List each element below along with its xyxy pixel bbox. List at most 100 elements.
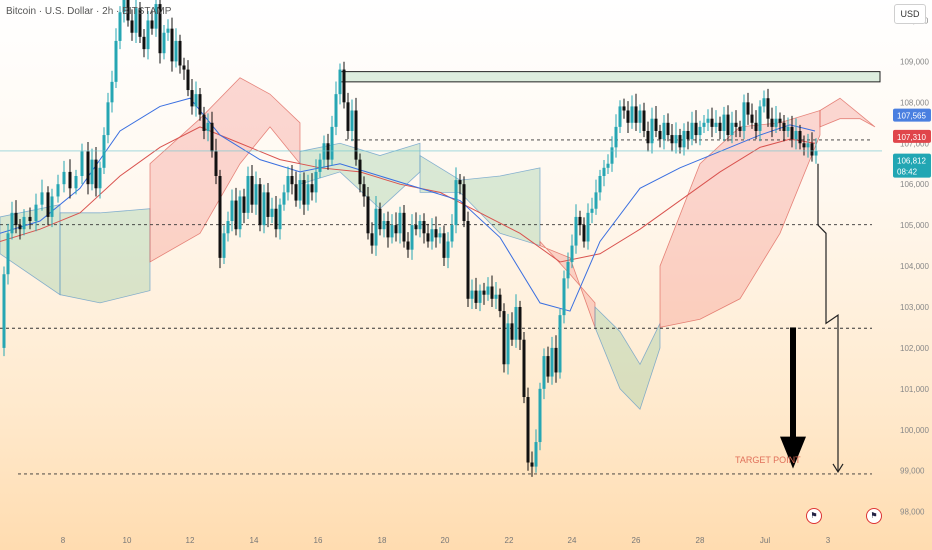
candle-body: [28, 216, 32, 222]
candle-body: [682, 130, 686, 148]
candle-body: [510, 323, 514, 340]
y-tick-label: 108,000: [900, 98, 929, 107]
y-tick-label: 105,000: [900, 221, 929, 230]
x-tick-label: 3: [826, 536, 831, 545]
candle-body: [270, 208, 274, 217]
candle-body: [130, 20, 134, 33]
candle-body: [282, 192, 286, 205]
candle-body: [142, 36, 146, 50]
candle-body: [398, 212, 402, 234]
target-arrow-head: [780, 436, 806, 469]
candle-body: [302, 180, 306, 205]
candle-body: [286, 176, 290, 193]
candle-body: [630, 106, 634, 123]
x-tick-label: 26: [632, 536, 641, 545]
candle-body: [138, 8, 142, 37]
candle-body: [562, 278, 566, 316]
candle-body: [238, 196, 242, 230]
candle-body: [782, 122, 786, 131]
candle-body: [118, 12, 122, 41]
y-tick-label: 101,000: [900, 385, 929, 394]
candle-body: [722, 114, 726, 131]
candle-body: [454, 180, 458, 226]
candle-body: [266, 192, 270, 217]
us-flag-icon[interactable]: ⚑: [866, 508, 882, 524]
x-tick-label: Jul: [760, 536, 770, 545]
candle-body: [50, 196, 54, 217]
candle-body: [438, 233, 442, 238]
candle-body: [694, 122, 698, 136]
target-arrow-shaft: [790, 327, 796, 439]
candle-body: [586, 212, 590, 242]
candle-body: [582, 225, 586, 242]
candle-body: [98, 167, 102, 189]
candle-body: [546, 356, 550, 377]
candle-body: [490, 286, 494, 299]
candle-body: [314, 171, 318, 193]
candle-body: [426, 233, 430, 242]
candle-body: [690, 122, 694, 140]
candle-body: [602, 167, 606, 176]
candle-body: [702, 122, 706, 127]
candle-body: [774, 118, 778, 127]
candle-body: [126, 0, 130, 21]
candle-body: [686, 130, 690, 140]
candle-body: [526, 397, 530, 463]
candle-body: [670, 135, 674, 144]
candle-body: [174, 40, 178, 62]
resistance-zone: [339, 71, 881, 83]
candle-body: [482, 290, 486, 295]
candle-body: [502, 311, 506, 365]
candle-body: [674, 135, 678, 144]
price-tag: [893, 153, 931, 178]
candle-body: [606, 163, 610, 168]
candle-body: [330, 126, 334, 160]
x-tick-label: 12: [186, 536, 195, 545]
candle-body: [530, 462, 534, 467]
candle-body: [738, 126, 742, 131]
currency-button[interactable]: USD: [894, 4, 926, 24]
candle-body: [638, 110, 642, 123]
candle-body: [210, 122, 214, 152]
candle-body: [6, 233, 10, 275]
candle-body: [230, 200, 234, 222]
y-tick-label: 109,000: [900, 57, 929, 66]
candle-body: [450, 225, 454, 242]
candle-body: [250, 176, 254, 205]
x-tick-label: 22: [505, 536, 514, 545]
candle-body: [566, 261, 570, 279]
candle-body: [366, 196, 370, 234]
ma-blue-line: [0, 97, 816, 312]
candle-body: [294, 184, 298, 201]
candle-body: [86, 151, 90, 185]
us-flag-icon[interactable]: ⚑: [806, 508, 822, 524]
candle-body: [534, 442, 538, 467]
candle-body: [358, 159, 362, 185]
candle-body: [258, 184, 262, 226]
candle-body: [158, 4, 162, 54]
candle-body: [650, 118, 654, 144]
candle-body: [710, 118, 714, 127]
price-tag: [893, 129, 931, 143]
candle-body: [274, 208, 278, 230]
candle-body: [206, 122, 210, 131]
candle-body: [74, 176, 78, 189]
candle-body: [734, 122, 738, 127]
candle-body: [786, 126, 790, 131]
candle-body: [362, 184, 366, 197]
candle-body: [242, 196, 246, 213]
candle-body: [442, 233, 446, 258]
candle-body: [22, 216, 26, 230]
candle-body: [62, 171, 66, 185]
candle-body: [146, 20, 150, 50]
price-tag-label: 107,310: [897, 133, 926, 142]
candle-body: [514, 306, 518, 340]
candle-body: [56, 184, 60, 197]
candle-body: [814, 150, 818, 156]
candle-body: [170, 28, 174, 62]
candle-body: [626, 110, 630, 123]
candle-body: [654, 118, 658, 131]
candle-body: [370, 233, 374, 246]
